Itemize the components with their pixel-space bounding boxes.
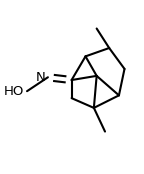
Text: N: N — [35, 71, 45, 84]
Text: HO: HO — [4, 85, 24, 98]
